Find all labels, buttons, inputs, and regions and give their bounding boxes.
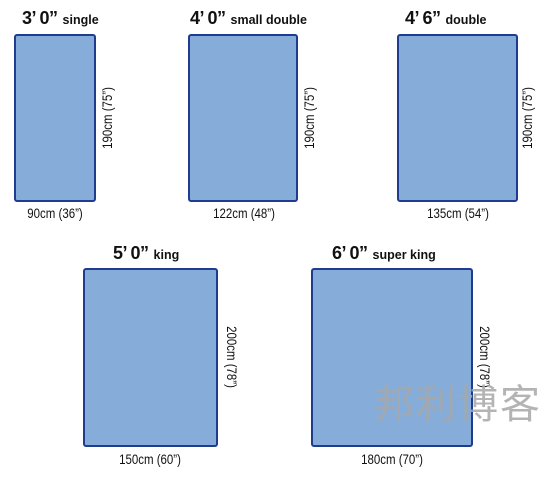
bed-name: single [62, 13, 99, 27]
bed-length-label: 190cm (75”) [302, 87, 317, 149]
bed-name: double [445, 13, 487, 27]
bed-size: 4’ 6” [405, 8, 441, 28]
bed-title-small-double: 4’ 0” small double [190, 6, 307, 30]
bed-size: 3’ 0” [22, 8, 58, 28]
bed-rectangle-single [14, 34, 96, 202]
bed-rectangle-king [83, 268, 218, 447]
bed-width-label: 150cm (60”) [119, 452, 181, 467]
bed-rectangle-double [397, 34, 518, 202]
bed-rectangle-super-king [311, 268, 473, 447]
bed-name: king [153, 248, 180, 262]
bed-title-single: 3’ 0” single [22, 6, 99, 30]
bed-title-double: 4’ 6” double [405, 6, 487, 30]
bed-length-label: 200cm (78”) [224, 326, 239, 388]
bed-rectangle-small-double [188, 34, 298, 202]
bed-name: small double [230, 13, 307, 27]
bed-width-label: 90cm (36”) [27, 206, 83, 221]
bed-length-label: 190cm (75”) [520, 87, 535, 149]
bed-title-super-king: 6’ 0” super king [332, 241, 436, 265]
bed-size: 5’ 0” [113, 243, 149, 263]
bed-width-label: 122cm (48”) [213, 206, 275, 221]
bed-width-label: 180cm (70”) [361, 452, 423, 467]
bed-name: super king [372, 248, 436, 262]
bed-length-label: 190cm (75”) [100, 87, 115, 149]
bed-size: 4’ 0” [190, 8, 226, 28]
bed-width-label: 135cm (54”) [427, 206, 489, 221]
bed-title-king: 5’ 0” king [113, 241, 179, 265]
bed-size: 6’ 0” [332, 243, 368, 263]
watermark: 邦利博客 [374, 382, 542, 428]
